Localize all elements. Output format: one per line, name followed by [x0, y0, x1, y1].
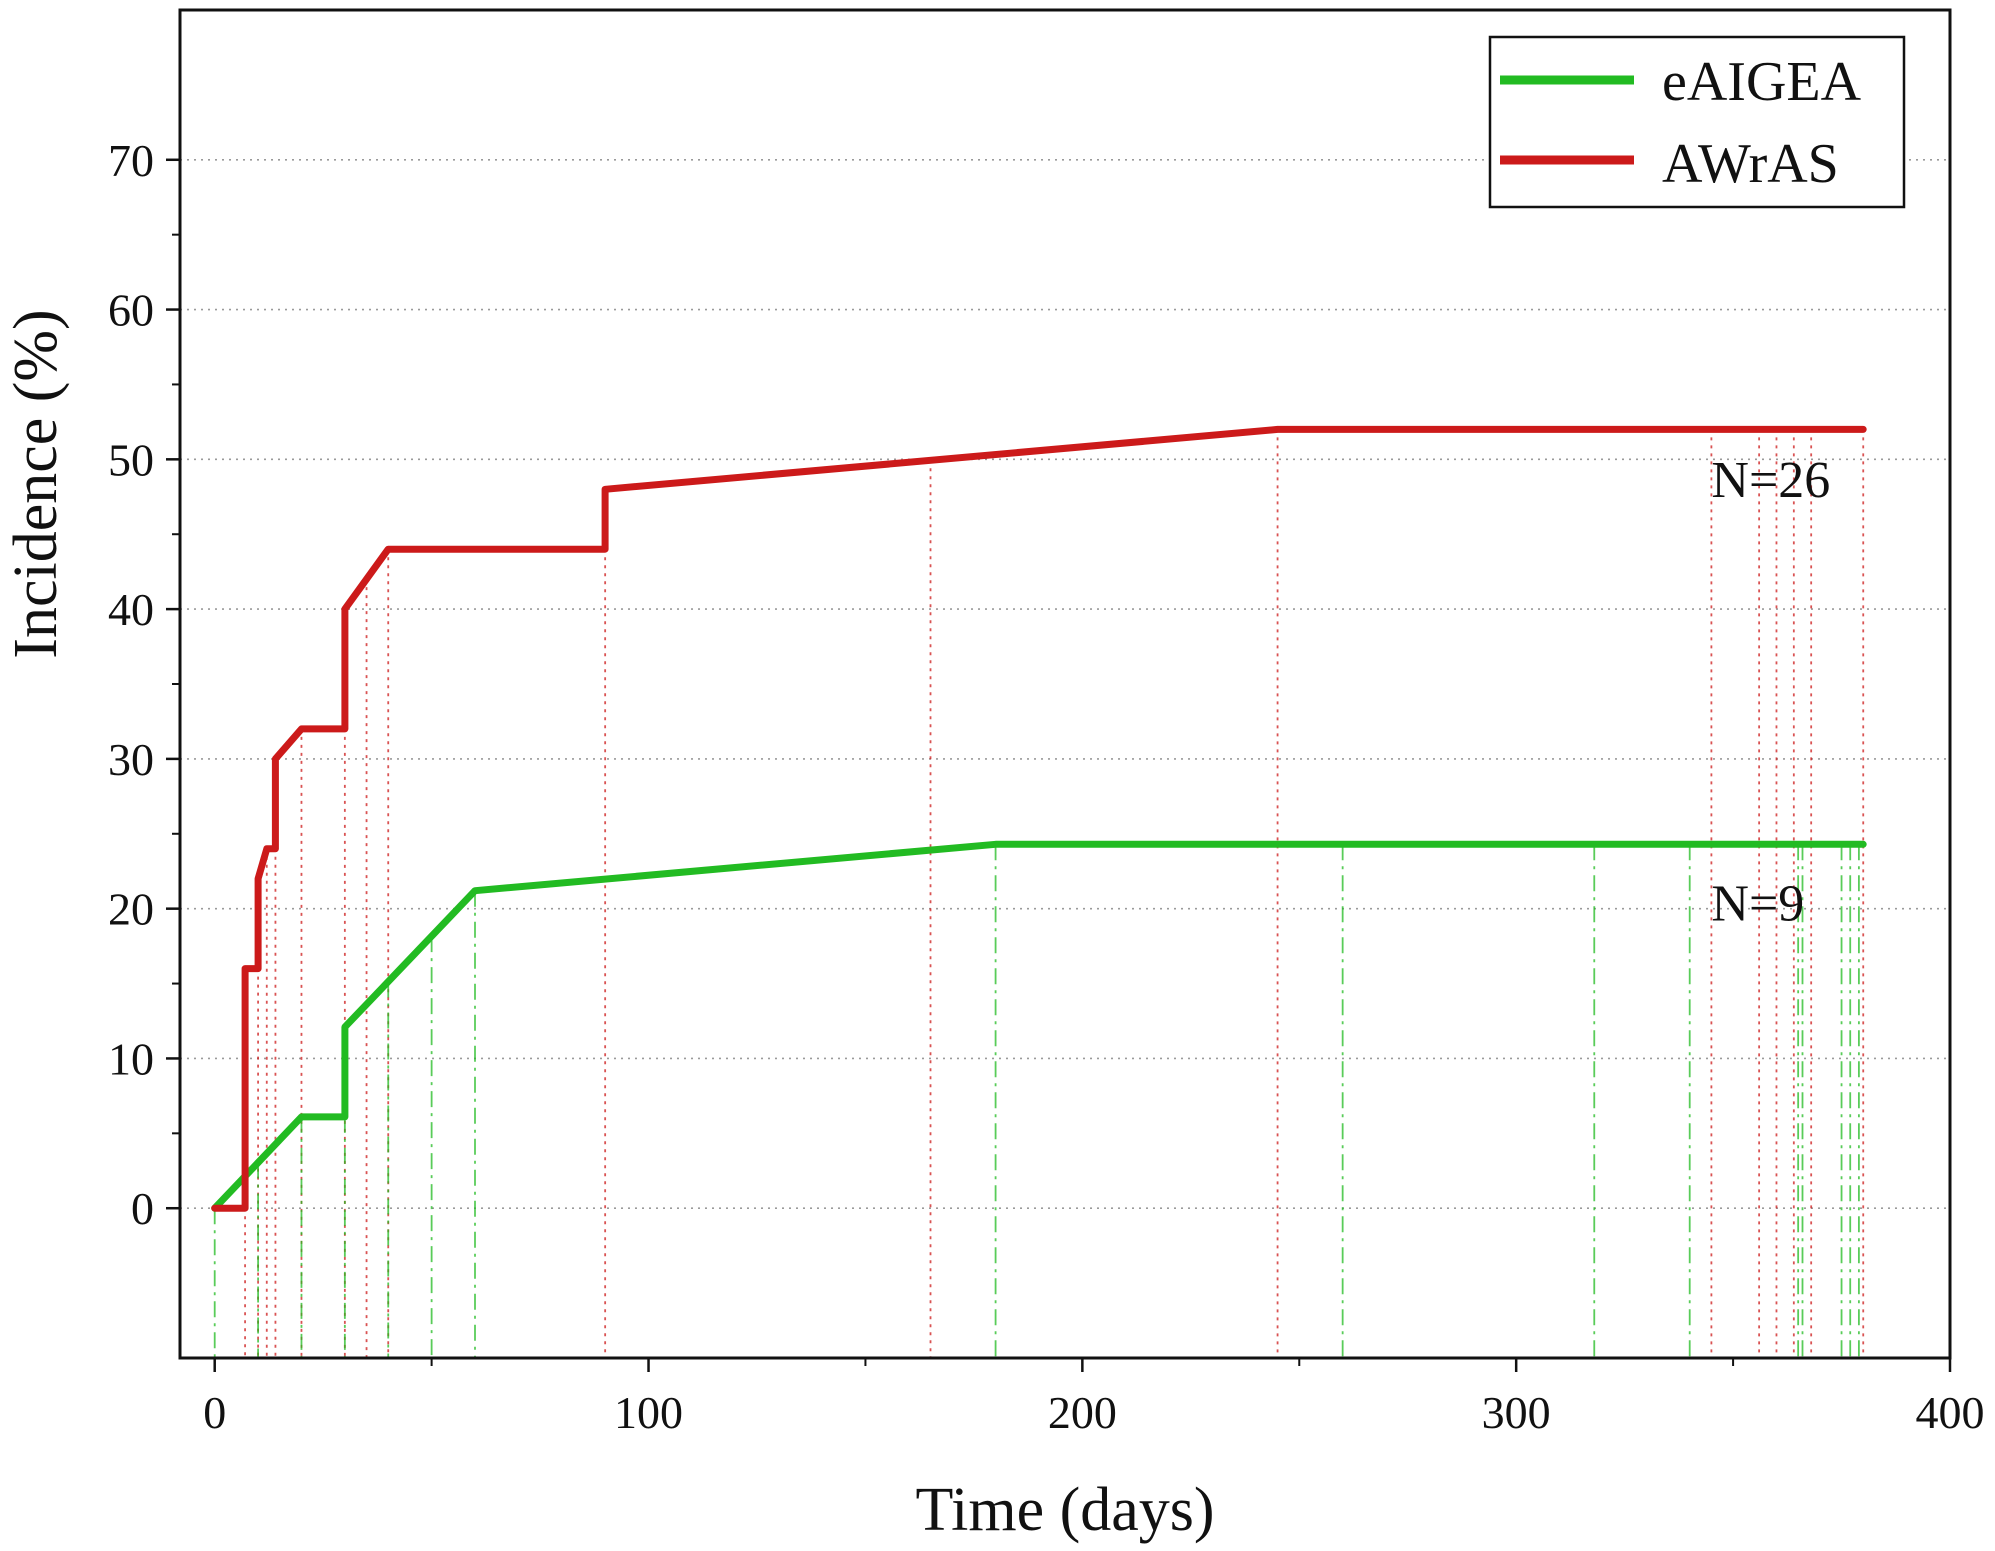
series-line-eaigea — [211, 840, 1867, 1212]
annotation-1: N=9 — [1711, 876, 1804, 933]
legend: eAIGEA AWrAS — [1488, 35, 1906, 209]
y-tick-label-0: 0 — [131, 1183, 154, 1234]
y-tick-label-10: 10 — [108, 1033, 154, 1084]
series-line-awras — [211, 425, 1867, 1212]
grid-layer — [180, 158, 1950, 1210]
x-tick-label-200: 200 — [1048, 1387, 1117, 1438]
plot-frame — [178, 8, 1952, 1360]
x-tick-label-0: 0 — [203, 1387, 226, 1438]
x-tick-label-400: 400 — [1916, 1387, 1985, 1438]
series-layer — [211, 425, 1867, 1212]
tick-layer: 0 100 200 300 400 0 10 20 30 40 50 60 70 — [108, 135, 1985, 1438]
x-tick-label-100: 100 — [614, 1387, 683, 1438]
legend-box — [1488, 35, 1906, 209]
annot-layer: N=26 N=9 — [1711, 452, 1830, 933]
y-tick-label-60: 60 — [108, 285, 154, 336]
annotation-0: N=26 — [1711, 452, 1830, 509]
y-tick-label-50: 50 — [108, 434, 154, 485]
censor-layer — [213, 429, 1865, 1358]
y-tick-label-20: 20 — [108, 884, 154, 935]
legend-label-eaigea: eAIGEA — [1662, 51, 1862, 113]
y-axis-title: Incidence (%) — [2, 309, 70, 658]
x-tick-label-300: 300 — [1482, 1387, 1551, 1438]
y-tick-label-30: 30 — [108, 734, 154, 785]
y-tick-label-70: 70 — [108, 135, 154, 186]
y-tick-label-40: 40 — [108, 584, 154, 635]
legend-label-awras: AWrAS — [1662, 133, 1839, 195]
x-axis-title: Time (days) — [915, 1476, 1214, 1544]
